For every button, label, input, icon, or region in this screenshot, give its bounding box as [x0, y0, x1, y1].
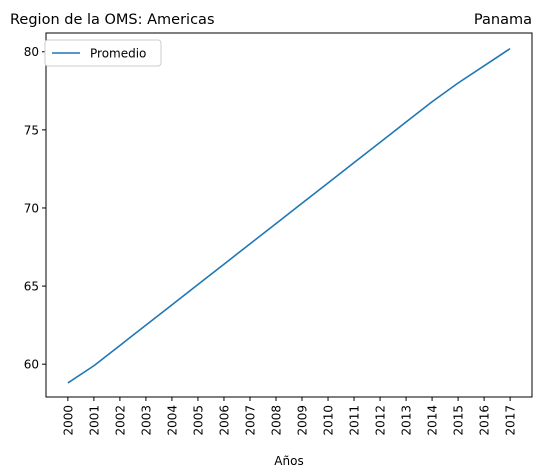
- x-tick-label: 2017: [504, 405, 518, 436]
- x-tick-label: 2016: [478, 405, 492, 436]
- x-tick-label: 2002: [113, 405, 127, 436]
- y-axis: 60 65 70 75 80: [24, 45, 46, 372]
- y-tick-label: 75: [24, 123, 39, 137]
- x-tick-label: 2007: [243, 405, 257, 436]
- x-tick-label: 2008: [269, 405, 283, 436]
- series-line-promedio: [67, 47, 511, 384]
- x-tick-label: 2014: [426, 405, 440, 436]
- plot-area-frame: [45, 32, 533, 398]
- y-tick-label: 65: [24, 280, 39, 294]
- x-tick-label: 2010: [322, 405, 336, 436]
- x-tick-label: 2012: [374, 405, 388, 436]
- legend-label-promedio: Promedio: [90, 47, 146, 61]
- chart-title-right: Panama: [474, 12, 532, 28]
- y-tick-label: 70: [24, 201, 39, 215]
- legend-box: [44, 39, 162, 67]
- x-tick-label: 2001: [87, 405, 101, 436]
- x-tick-label: 2003: [139, 405, 153, 436]
- y-tick-label: 60: [24, 358, 39, 372]
- x-tick-label: 2006: [217, 405, 231, 436]
- y-tick-label: 80: [24, 45, 39, 59]
- x-tick-label: 2005: [191, 405, 205, 436]
- x-tick-label: 2004: [165, 405, 179, 436]
- x-axis: 2000 2001 2002 2003 2004 2005 2006 2007 2008 2009…: [61, 397, 518, 436]
- x-tick-label: 2000: [61, 405, 75, 436]
- x-tick-label: 2015: [452, 405, 466, 436]
- series-layer: [67, 47, 511, 384]
- x-tick-label: 2009: [296, 405, 310, 436]
- x-tick-label: 2013: [400, 405, 414, 436]
- chart-title-left: Region de la OMS: Americas: [10, 12, 215, 28]
- legend: Promedio: [44, 39, 162, 67]
- x-tick-label: 2011: [348, 405, 362, 436]
- x-axis-label: Años: [274, 454, 303, 468]
